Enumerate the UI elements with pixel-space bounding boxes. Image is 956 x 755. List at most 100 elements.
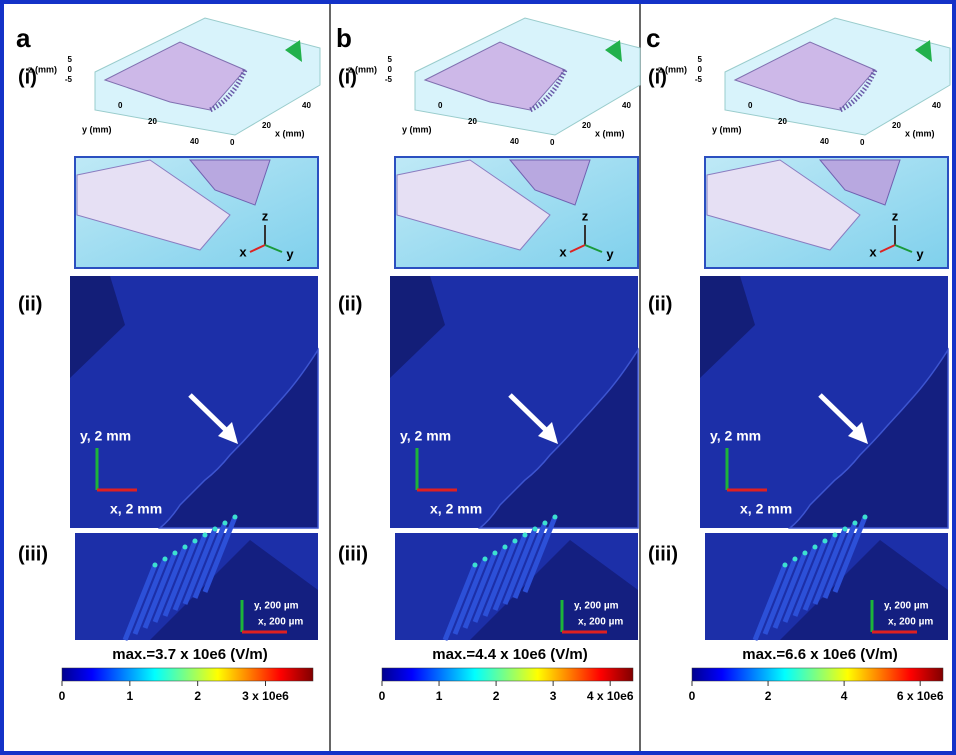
tick-label: 20 — [148, 117, 157, 126]
hotspot — [163, 557, 168, 562]
panel-letter: a — [16, 23, 31, 53]
axis-label: y (mm) — [402, 124, 432, 134]
tick-label: 5 — [388, 55, 393, 64]
colorbar — [62, 668, 313, 681]
hotspot — [473, 563, 478, 568]
tick-label: 20 — [892, 121, 901, 130]
tick-label: 40 — [302, 101, 311, 110]
colorbar-tick-label: 2 — [493, 689, 500, 703]
tick-label: 5 — [698, 55, 703, 64]
hotspot — [223, 521, 228, 526]
tick-label: 0 — [438, 101, 443, 110]
hotspot — [193, 539, 198, 544]
hotspot — [833, 533, 838, 538]
scale-label: y, 200 µm — [574, 601, 619, 612]
hotspot — [853, 521, 858, 526]
axis-label: x (mm) — [595, 128, 625, 138]
tick-label: 20 — [262, 121, 271, 130]
max-label: max.=3.7 x 10e6 (V/m) — [112, 646, 268, 663]
hotspot — [553, 515, 558, 520]
axis-label: z (mm) — [28, 64, 57, 74]
tick-label: 20 — [778, 117, 787, 126]
colorbar-tick-label: 6 x 10e6 — [897, 689, 944, 703]
axis-label: z (mm) — [658, 64, 687, 74]
hotspot — [183, 545, 188, 550]
hotspot — [513, 539, 518, 544]
axis-label: y (mm) — [82, 124, 112, 134]
tick-label: 40 — [820, 137, 829, 146]
panel-letter: c — [646, 23, 660, 53]
hotspot — [793, 557, 798, 562]
hotspot — [213, 527, 218, 532]
hotspot — [533, 527, 538, 532]
axis-letter: x — [239, 244, 247, 259]
tick-label: 5 — [68, 55, 73, 64]
axis-letter: z — [892, 208, 899, 223]
sub-label: (iii) — [18, 543, 48, 565]
hotspot — [813, 545, 818, 550]
sub-label: (ii) — [18, 293, 42, 315]
scale-label: y, 2 mm — [400, 428, 451, 444]
tick-label: 40 — [932, 101, 941, 110]
axis-letter: y — [606, 246, 614, 261]
hotspot — [843, 527, 848, 532]
tick-label: 40 — [510, 137, 519, 146]
hotspot — [863, 515, 868, 520]
panel-letter: b — [336, 23, 352, 53]
colorbar-tick-label: 3 x 10e6 — [242, 689, 289, 703]
colorbar-tick-label: 1 — [126, 689, 133, 703]
hotspot — [483, 557, 488, 562]
tick-label: 0 — [698, 65, 703, 74]
axis-letter: x — [559, 244, 567, 259]
scale-label: x, 2 mm — [110, 501, 162, 517]
scale-label: y, 2 mm — [710, 428, 761, 444]
sub-label: (iii) — [338, 543, 368, 565]
scale-label: y, 2 mm — [80, 428, 131, 444]
tick-label: 0 — [388, 65, 393, 74]
colorbar — [692, 668, 943, 681]
tick-label: 0 — [748, 101, 753, 110]
hotspot — [783, 563, 788, 568]
axis-letter: y — [916, 246, 924, 261]
hotspot — [823, 539, 828, 544]
colorbar-tick-label: 0 — [689, 689, 696, 703]
colorbar-tick-label: 4 — [841, 689, 848, 703]
axis-label: x (mm) — [905, 128, 935, 138]
tick-label: 0 — [68, 65, 73, 74]
figure: a(i)z (mm)y (mm)x (mm)50-50204002040zxy(… — [0, 0, 956, 755]
colorbar-tick-label: 2 — [194, 689, 201, 703]
tick-label: -5 — [695, 75, 703, 84]
max-label: max.=6.6 x 10e6 (V/m) — [742, 646, 898, 663]
scale-label: x, 200 µm — [578, 617, 623, 628]
axis-label: y (mm) — [712, 124, 742, 134]
colorbar-tick-label: 4 x 10e6 — [587, 689, 634, 703]
scale-label: x, 2 mm — [430, 501, 482, 517]
hotspot — [493, 551, 498, 556]
colorbar-tick-label: 3 — [550, 689, 557, 703]
hotspot — [173, 551, 178, 556]
hotspot — [543, 521, 548, 526]
colorbar-tick-label: 0 — [379, 689, 386, 703]
tick-label: 40 — [190, 137, 199, 146]
tick-label: 0 — [860, 138, 865, 147]
hotspot — [523, 533, 528, 538]
hotspot — [203, 533, 208, 538]
tick-label: 0 — [550, 138, 555, 147]
axis-letter: y — [286, 246, 294, 261]
max-label: max.=4.4 x 10e6 (V/m) — [432, 646, 588, 663]
tick-label: 40 — [622, 101, 631, 110]
axis-letter: x — [869, 244, 877, 259]
axis-label: z (mm) — [348, 64, 377, 74]
scale-label: y, 200 µm — [884, 601, 929, 612]
colorbar — [382, 668, 633, 681]
tick-label: 20 — [582, 121, 591, 130]
tick-label: 0 — [118, 101, 123, 110]
hotspot — [233, 515, 238, 520]
tick-label: -5 — [65, 75, 73, 84]
axis-letter: z — [582, 208, 589, 223]
hotspot — [153, 563, 158, 568]
colorbar-tick-label: 1 — [436, 689, 443, 703]
scale-label: y, 200 µm — [254, 601, 299, 612]
hotspot — [803, 551, 808, 556]
colorbar-tick-label: 0 — [59, 689, 66, 703]
